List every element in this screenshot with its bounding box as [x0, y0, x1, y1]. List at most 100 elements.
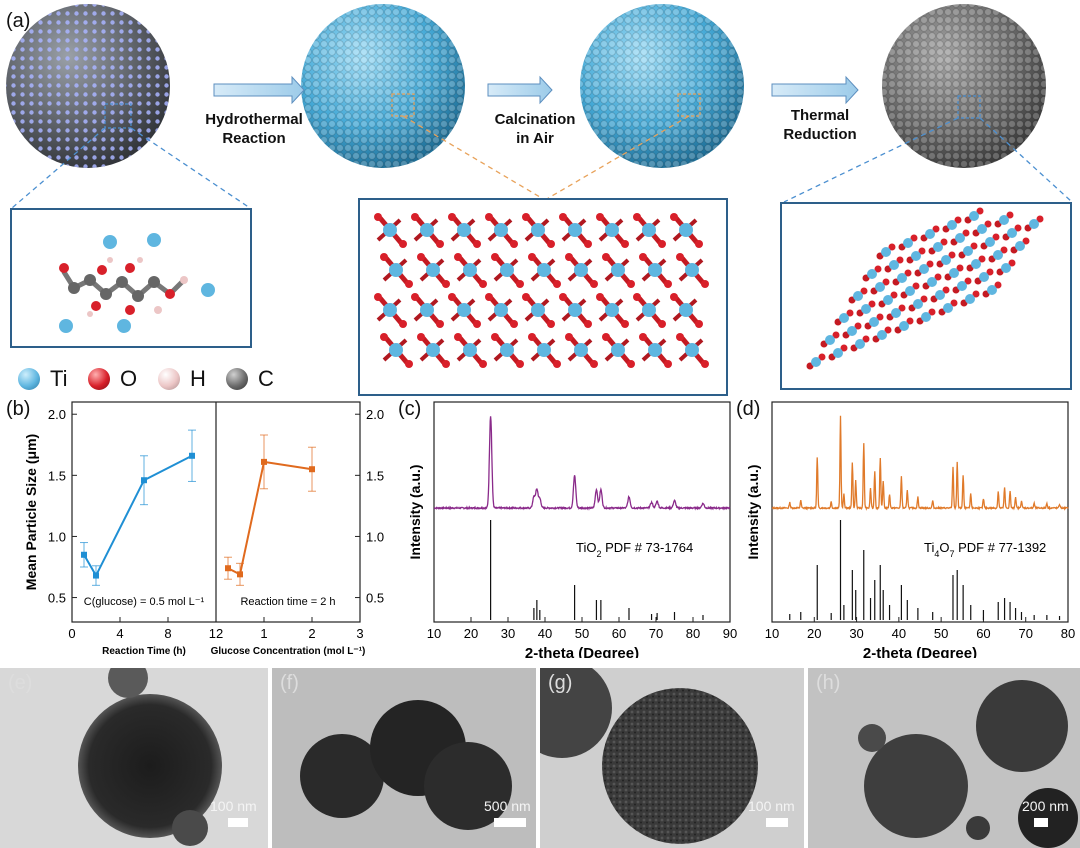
o-atom — [399, 240, 407, 248]
ti-atom — [969, 211, 979, 221]
ti-atom — [611, 263, 625, 277]
x-tick-label: 30 — [849, 626, 863, 641]
o-atom — [695, 240, 703, 248]
x-tick-label: 20 — [464, 626, 478, 641]
ti-atom — [500, 263, 514, 277]
o-atom — [1006, 211, 1014, 219]
c-atom-icon — [226, 368, 248, 390]
o-atom — [986, 268, 994, 276]
o-atom — [510, 240, 518, 248]
o-atom — [676, 333, 684, 341]
y-tick-label-right: 1.0 — [366, 529, 384, 544]
o-atom — [926, 260, 934, 268]
ti-atom — [941, 255, 951, 265]
ti-atom — [811, 357, 821, 367]
o-atom — [898, 304, 906, 312]
o-atom — [454, 253, 462, 261]
step-calcination: Calcination in Air — [480, 110, 590, 148]
o-atom — [962, 229, 970, 237]
ti-atom — [911, 251, 921, 261]
y-tick-label-left: 0.5 — [48, 591, 66, 606]
o-atom — [976, 207, 984, 215]
ti-atom — [855, 339, 865, 349]
ti-atom — [389, 263, 403, 277]
panel-label-e: (e) — [8, 672, 33, 694]
ti-atom — [985, 237, 995, 247]
o-atom — [565, 253, 573, 261]
o-atom — [868, 300, 876, 308]
x-tick-label: 70 — [649, 626, 663, 641]
o-atom-icon — [88, 368, 110, 390]
ti-atom — [847, 326, 857, 336]
y-label: Intensity (a.u.) — [407, 465, 423, 560]
ti-atom — [568, 223, 582, 237]
ti-atom — [463, 263, 477, 277]
ti-atom — [853, 291, 863, 301]
ti-atom-icon — [18, 368, 40, 390]
y-tick-label-left: 1.5 — [48, 468, 66, 483]
o-atom — [565, 333, 573, 341]
o-atom — [417, 253, 425, 261]
tio2-crystal-box — [358, 198, 728, 396]
o-atom — [1036, 215, 1044, 223]
scale-label-g: 100 nm — [748, 798, 795, 814]
ti-atom — [933, 242, 943, 252]
o-atom — [485, 213, 493, 221]
xrd-ti4o7-chart: 10 20 30 40 50 60 70 80 2-theta (Degree) Intensit… — [745, 401, 1075, 658]
o-atom — [664, 360, 672, 368]
o-atom — [1022, 237, 1030, 245]
legend-c-label: C — [258, 366, 274, 391]
o-atom — [479, 280, 487, 288]
o-atom — [701, 280, 709, 288]
x-tick-label: 70 — [1018, 626, 1032, 641]
o-atom — [405, 360, 413, 368]
x-tick-label: 50 — [575, 626, 589, 641]
particle-size-chart: 0.5 0.51.0 1.01.5 1.52.0 2.00 4 8 12 1 2 3Reaction… — [23, 401, 384, 657]
y-tick-label-left: 2.0 — [48, 407, 66, 422]
ti-atom — [979, 272, 989, 282]
x-tick-label-left: 0 — [68, 626, 75, 641]
chart-c-trace — [433, 416, 731, 511]
ti-atom — [463, 343, 477, 357]
o-atom — [896, 256, 904, 264]
ti-atom — [957, 281, 967, 291]
ti-atom — [869, 317, 879, 327]
o-atom — [664, 280, 672, 288]
o-atom — [374, 293, 382, 301]
o-atom — [633, 293, 641, 301]
arrow-reduction-icon — [771, 75, 859, 105]
x-tick-label: 10 — [765, 626, 779, 641]
ti-atom — [383, 303, 397, 317]
o-atom — [627, 280, 635, 288]
glucose-structure-box — [10, 208, 252, 348]
y-label: Intensity (a.u.) — [745, 465, 761, 560]
conc-series-line — [227, 460, 313, 576]
ti-atom — [1029, 219, 1039, 229]
o-atom — [954, 216, 962, 224]
ti-atom — [875, 282, 885, 292]
step-reduction: Thermal Reduction — [770, 106, 870, 144]
ti-atom — [825, 335, 835, 345]
x-tick-label: 60 — [612, 626, 626, 641]
o-atom — [676, 253, 684, 261]
o-atom — [621, 240, 629, 248]
ti-atom — [420, 303, 434, 317]
ti-atom — [877, 330, 887, 340]
o-atom — [491, 333, 499, 341]
ti-atom — [642, 303, 656, 317]
o-atom — [992, 233, 1000, 241]
x-tick-label-left: 8 — [164, 626, 171, 641]
o-atom — [454, 333, 462, 341]
o-atom — [948, 251, 956, 259]
ti-atom — [574, 263, 588, 277]
x-tick-label: 60 — [976, 626, 990, 641]
o-atom — [380, 333, 388, 341]
o-atom — [473, 240, 481, 248]
o-atom — [904, 269, 912, 277]
o-atom — [553, 360, 561, 368]
step-reduction-line2: Reduction — [783, 126, 857, 143]
annotation-right: Reaction time = 2 h — [240, 596, 335, 608]
o-atom — [854, 322, 862, 330]
o-atom — [547, 320, 555, 328]
xrd-tio2-chart: 10 20 30 40 50 60 70 80 90 2-theta (Degree) Intens… — [407, 401, 737, 658]
